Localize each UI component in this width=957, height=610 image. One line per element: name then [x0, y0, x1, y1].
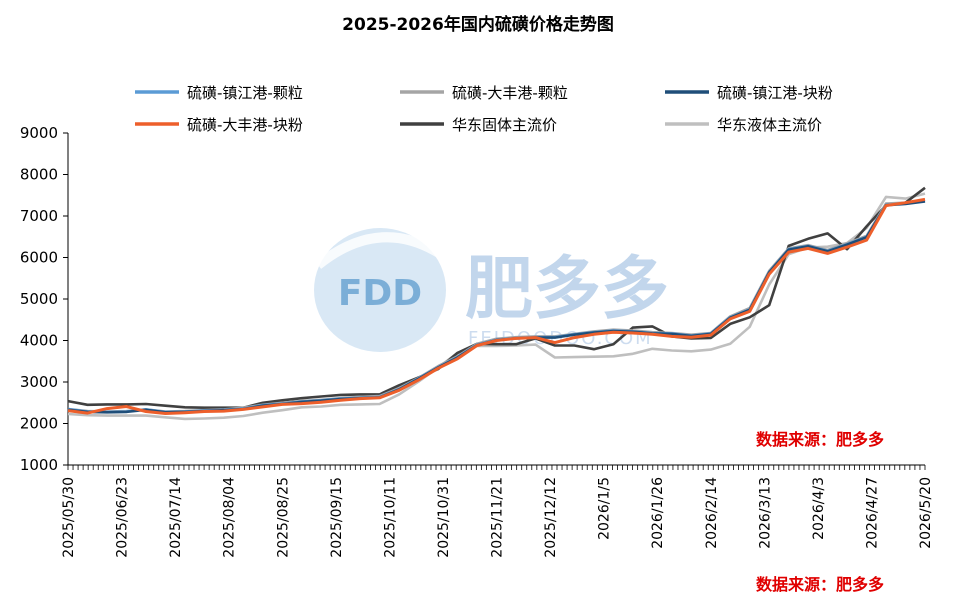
x-tick-label: 2026/1/26 — [650, 477, 666, 549]
watermark-logo-text: FDD — [338, 273, 422, 314]
x-tick-label: 2026/1/5 — [597, 477, 613, 540]
watermark-brand: 肥多多 — [465, 250, 669, 329]
series-line — [67, 186, 926, 410]
x-tick-label: 2025/10/11 — [382, 477, 398, 558]
x-tick-label: 2025/07/14 — [168, 477, 184, 558]
source-note-inner: 数据来源：肥多多 — [756, 430, 884, 449]
y-tick-label: 7000 — [20, 207, 58, 225]
x-tick-label: 2025/09/15 — [329, 477, 345, 558]
x-tick-label: 2026/3/13 — [757, 477, 773, 549]
legend-label: 硫磺-镇江港-块粉 — [717, 84, 833, 102]
x-tick-label: 2025/10/31 — [436, 477, 452, 558]
x-tick-label: 2025/05/30 — [61, 477, 77, 558]
watermark-logo-circle — [314, 228, 446, 352]
x-tick-label: 2026/5/20 — [918, 477, 934, 549]
x-tick-label: 2025/12/12 — [543, 477, 559, 558]
x-tick-label: 2025/11/21 — [490, 477, 506, 558]
legend-label: 硫磺-大丰港-颗粒 — [452, 84, 568, 102]
series-layer — [67, 186, 926, 421]
x-tick-label: 2025/08/25 — [275, 477, 291, 558]
legend-label: 硫磺-镇江港-颗粒 — [187, 84, 303, 102]
y-tick-label: 1000 — [20, 456, 58, 474]
legend-label: 华东液体主流价 — [717, 116, 822, 134]
x-tick-label: 2025/08/04 — [222, 477, 238, 558]
y-tick-label: 5000 — [20, 290, 58, 308]
y-tick-label: 9000 — [20, 124, 58, 142]
legend-label: 华东固体主流价 — [452, 116, 557, 134]
x-tick-label: 2026/4/3 — [811, 477, 827, 540]
chart-title: 2025-2026年国内硫磺价格走势图 — [342, 14, 614, 35]
watermark-logo-wave — [314, 232, 445, 269]
x-tick-label: 2026/2/14 — [704, 477, 720, 549]
y-tick-label: 2000 — [20, 415, 58, 433]
axes: 1000 2000 3000 4000 5000 6000 7000 8000 9000 2025… — [20, 124, 934, 558]
x-tick-label: 2025/06/23 — [115, 477, 131, 558]
y-tick-label: 3000 — [20, 373, 58, 391]
x-tick-label: 2026/4/27 — [864, 477, 880, 549]
series-line — [67, 197, 926, 415]
legend-label: 硫磺-大丰港-块粉 — [187, 116, 303, 134]
y-tick-label: 8000 — [20, 166, 58, 184]
y-tick-label: 6000 — [20, 249, 58, 267]
source-note-bottom: 数据来源：肥多多 — [756, 575, 884, 594]
y-tick-label: 4000 — [20, 332, 58, 350]
